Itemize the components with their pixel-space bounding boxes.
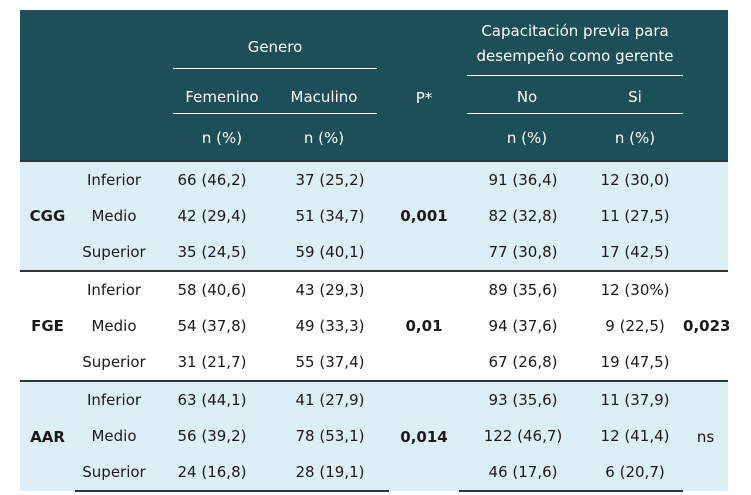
no-cell: 67 (26,8) — [459, 344, 588, 381]
si-cell: 12 (41,4) — [587, 418, 684, 454]
header-si-cell: Si — [587, 80, 684, 116]
no-cell: 89 (35,6) — [459, 270, 588, 308]
level-cell: Superior — [75, 344, 153, 381]
level-cell: Medio — [75, 308, 153, 344]
group-label: AAR — [20, 380, 75, 491]
header-n-pct-maculino: n (%) — [271, 116, 390, 161]
level-cell: Medio — [75, 418, 153, 454]
header-right-spacer — [683, 10, 729, 80]
header-capacitacion-line2: desempeño como gerente — [476, 46, 674, 65]
level-cell: Superior — [75, 454, 153, 492]
header-right-spacer — [683, 80, 729, 116]
header-row: n (%) n (%) n (%) n (%) — [20, 116, 729, 161]
header-capacitacion-cell: Capacitación previa para desempeño como … — [459, 10, 684, 80]
si-cell: 6 (20,7) — [587, 454, 684, 492]
p-cap-cell: ns — [683, 380, 729, 491]
femenino-cell: 63 (44,1) — [153, 380, 271, 418]
femenino-cell: 58 (40,6) — [153, 270, 271, 308]
level-cell: Inferior — [75, 380, 153, 418]
p-cap-cell: 0,023 — [683, 270, 730, 381]
header-p-spacer — [389, 10, 460, 80]
maculino-cell: 55 (37,4) — [271, 344, 390, 381]
femenino-cell: 24 (16,8) — [153, 454, 271, 492]
table-row: FGE Inferior 58 (40,6) 43 (29,3) 0,01 89… — [20, 270, 730, 381]
femenino-cell: 54 (37,8) — [153, 308, 271, 344]
maculino-cell: 41 (27,9) — [271, 380, 390, 418]
femenino-cell: 31 (21,7) — [153, 344, 271, 381]
no-cell: 93 (35,6) — [459, 380, 588, 418]
header-femenino-cell: Femenino — [153, 80, 271, 116]
maculino-cell: 78 (53,1) — [271, 418, 390, 454]
header-row: Genero Capacitación previa para desempeñ… — [20, 10, 729, 80]
maculino-cell: 51 (34,7) — [271, 198, 390, 234]
header-genero-cell: Genero — [153, 10, 390, 80]
header-maculino: Maculino — [290, 88, 358, 106]
maculino-cell: 28 (19,1) — [271, 454, 390, 492]
header-capacitacion-line1: Capacitación previa para — [481, 21, 669, 40]
si-cell: 17 (42,5) — [587, 234, 684, 271]
table-row: Medio 56 (39,2) 78 (53,1) 122 (46,7) 12 … — [20, 418, 728, 454]
si-cell: 11 (27,5) — [587, 198, 684, 234]
table-row: Superior 35 (24,5) 59 (40,1) 77 (30,8) 1… — [20, 234, 728, 271]
si-cell: 12 (30,0) — [587, 160, 684, 198]
header-p: P* — [389, 80, 460, 116]
level-cell: Inferior — [75, 270, 153, 308]
header-n-pct-no: n (%) — [459, 116, 588, 161]
no-cell: 46 (17,6) — [459, 454, 588, 492]
no-cell: 82 (32,8) — [459, 198, 588, 234]
header-no: No — [516, 88, 538, 106]
no-cell: 77 (30,8) — [459, 234, 588, 271]
header-no-cell: No — [459, 80, 588, 116]
level-cell: Medio — [75, 198, 153, 234]
header-si: Si — [628, 88, 642, 106]
femenino-cell: 66 (46,2) — [153, 160, 271, 198]
table-row: CGG Inferior 66 (46,2) 37 (25,2) 0,001 9… — [20, 160, 729, 271]
no-cell: 91 (36,4) — [459, 160, 588, 198]
maculino-cell: 49 (33,3) — [271, 308, 390, 344]
header-corner — [20, 80, 153, 116]
no-cell: 94 (37,6) — [459, 308, 588, 344]
group-label: CGG — [20, 160, 75, 271]
no-cell: 122 (46,7) — [459, 418, 588, 454]
maculino-cell: 59 (40,1) — [271, 234, 390, 271]
results-table: Genero Capacitación previa para desempeñ… — [20, 10, 730, 492]
femenino-cell: 56 (39,2) — [153, 418, 271, 454]
femenino-cell: 35 (24,5) — [153, 234, 271, 271]
p-genero-cell: 0,001 — [389, 160, 460, 271]
header-genero: Genero — [247, 37, 303, 56]
table-row: Medio 42 (29,4) 51 (34,7) 82 (32,8) 11 (… — [20, 198, 728, 234]
header-maculino-cell: Maculino — [271, 80, 390, 116]
femenino-cell: 42 (29,4) — [153, 198, 271, 234]
table-row: Superior 31 (21,7) 55 (37,4) 67 (26,8) 1… — [20, 344, 728, 381]
table-row: Medio 54 (37,8) 49 (33,3) 94 (37,6) 9 (2… — [20, 308, 728, 344]
si-cell: 9 (22,5) — [587, 308, 684, 344]
p-genero-cell: 0,01 — [389, 270, 460, 381]
si-cell: 12 (30%) — [587, 270, 684, 308]
header-corner — [20, 116, 153, 161]
maculino-cell: 37 (25,2) — [271, 160, 390, 198]
header-p-spacer — [389, 116, 460, 161]
header-femenino: Femenino — [185, 88, 259, 106]
table-row: Superior 24 (16,8) 28 (19,1) 46 (17,6) 6… — [20, 454, 728, 492]
table-row: AAR Inferior 63 (44,1) 41 (27,9) 0,014 9… — [20, 380, 729, 491]
header-right-spacer — [683, 116, 729, 161]
header-row: Femenino Maculino P* No Si — [20, 80, 729, 116]
level-cell: Superior — [75, 234, 153, 271]
header-corner — [20, 10, 153, 80]
group-label: FGE — [20, 270, 75, 381]
maculino-cell: 43 (29,3) — [271, 270, 390, 308]
header-n-pct-si: n (%) — [587, 116, 684, 161]
level-cell: Inferior — [75, 160, 153, 198]
si-cell: 11 (37,9) — [587, 380, 684, 418]
si-cell: 19 (47,5) — [587, 344, 684, 381]
p-genero-cell: 0,014 — [389, 380, 460, 491]
header-n-pct-femenino: n (%) — [153, 116, 271, 161]
p-cap-cell — [683, 160, 729, 271]
